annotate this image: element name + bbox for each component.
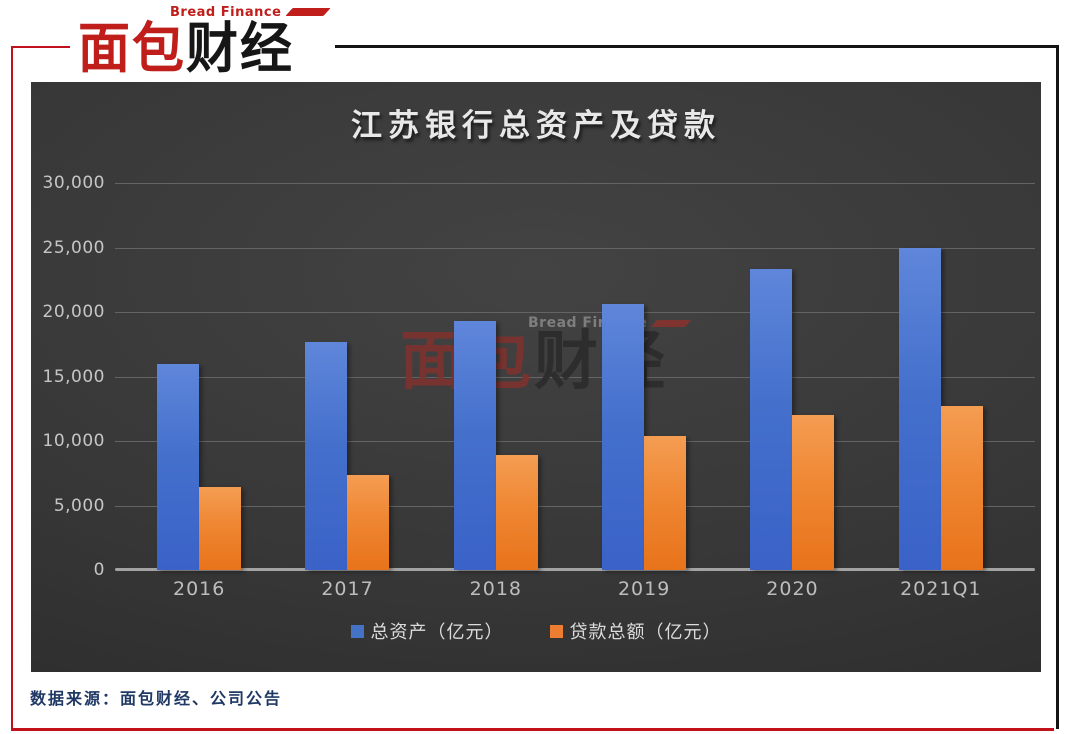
bar-2019-total-loans <box>644 435 687 570</box>
x-axis: 2016 2017 2018 2019 2020 2021Q1 <box>125 578 1015 600</box>
gridline <box>115 441 1035 442</box>
gridline <box>115 183 1035 184</box>
x-axis-tick-label: 2017 <box>321 578 374 600</box>
bar-2018-total-assets <box>453 321 496 570</box>
bar-group-2018 <box>422 183 570 570</box>
y-axis-tick-label: 25,000 <box>42 237 105 258</box>
bar-group-2021Q1 <box>867 183 1015 570</box>
legend-item-total-loans: 贷款总额（亿元） <box>549 618 722 644</box>
bar-2018-total-loans <box>495 455 538 570</box>
bar-2019-total-assets <box>602 304 645 570</box>
frame-black-right-line <box>1056 45 1059 729</box>
legend: 总资产（亿元） 贷款总额（亿元） <box>31 618 1041 644</box>
x-axis-tick-label: 2021Q1 <box>900 578 982 600</box>
bar-2016-total-assets <box>157 363 200 570</box>
y-axis: 0 5,000 10,000 15,000 20,000 25,000 30,000 <box>31 173 105 580</box>
brand-english-text: Bread Finance <box>170 4 282 20</box>
legend-item-total-assets: 总资产（亿元） <box>350 618 504 644</box>
chart-panel: 江苏银行总资产及贷款 0 5,000 10,000 15,000 20,000 25,00… <box>31 82 1041 672</box>
data-source-note: 数据来源：面包财经、公司公告 <box>30 691 283 708</box>
x-axis-tick-label: 2016 <box>172 578 226 600</box>
bar-2020-total-loans <box>792 415 835 570</box>
gridline <box>115 312 1035 313</box>
brand-english-row: Bread Finance <box>170 4 331 20</box>
chart-title: 江苏银行总资产及贷款 <box>351 108 721 144</box>
y-axis-tick-label: 30,000 <box>42 173 105 193</box>
brand-chinese-black: 财经 <box>186 17 295 81</box>
bar-group-2017 <box>273 183 421 570</box>
frame-red-top-line <box>11 46 79 48</box>
bar-2021Q1-total-loans <box>940 406 983 570</box>
bar-group-2016 <box>125 183 273 570</box>
legend-label-total-assets: 总资产（亿元） <box>370 622 504 643</box>
frame-red-left-line <box>11 47 13 731</box>
bar-groups <box>125 183 1015 570</box>
y-axis-tick-label: 10,000 <box>42 431 105 451</box>
plot-area <box>115 183 1035 570</box>
y-axis-tick-label: 20,000 <box>42 302 105 322</box>
y-axis-tick-label: 0 <box>93 560 105 580</box>
legend-swatch-orange-icon <box>549 624 563 638</box>
gridline <box>115 505 1035 507</box>
bar-2017-total-assets <box>305 341 348 570</box>
brand-chinese-wordmark: 面包财经 <box>78 17 327 81</box>
y-axis-tick-label: 15,000 <box>42 366 105 387</box>
x-axis-tick-label: 2018 <box>469 578 522 600</box>
x-axis-tick-label: 2019 <box>617 578 671 600</box>
brand-logo: Bread Finance 面包财经 <box>70 2 336 81</box>
bar-group-2020 <box>718 183 866 570</box>
bar-2016-total-loans <box>199 487 242 570</box>
bar-group-2019 <box>570 183 718 570</box>
gridline <box>115 247 1035 249</box>
frame-red-bottom-line <box>11 728 1054 731</box>
bar-2021Q1-total-assets <box>898 247 941 570</box>
legend-label-total-loans: 贷款总额（亿元） <box>569 622 722 643</box>
x-axis-tick-label: 2020 <box>766 578 819 600</box>
bar-2020-total-assets <box>750 269 793 570</box>
y-axis-tick-label: 5,000 <box>53 495 105 516</box>
legend-swatch-blue-icon <box>350 624 364 638</box>
x-axis-line <box>115 568 1035 571</box>
brand-swoosh-icon <box>285 8 331 16</box>
frame-black-top-line <box>284 45 1059 48</box>
gridline <box>115 376 1035 378</box>
bar-2017-total-loans <box>347 474 390 570</box>
brand-chinese-red: 面包 <box>78 17 187 81</box>
